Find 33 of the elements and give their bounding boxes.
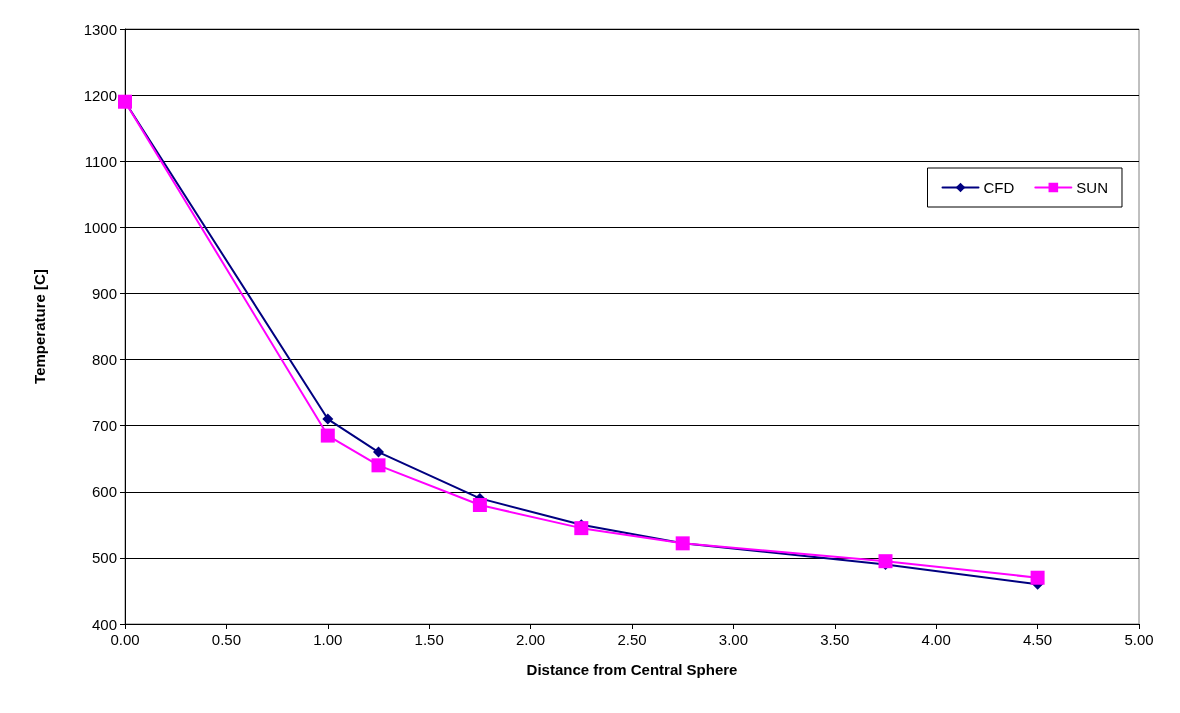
x-tick-label: 2.00 [516,631,546,648]
x-tick-label: 2.50 [617,631,647,648]
point [371,458,386,473]
legend-label: SUN [1076,179,1108,196]
y-tick-label: 1100 [84,152,117,170]
legend-label: CFD [983,179,1015,196]
point [373,446,384,458]
point [878,554,893,569]
y-tick-label: 900 [91,284,117,302]
y-tick-label: 1000 [83,218,117,236]
point [320,428,335,443]
x-tick-label: 1.50 [414,631,444,648]
x-tick-label: 1.00 [313,631,343,648]
point [574,521,589,536]
x-axis-title: Distance from Central Sphere [526,661,738,678]
y-axis-title: Temperature [C] [31,269,48,384]
point [322,413,334,425]
x-tick-label: 5.00 [1124,631,1154,648]
y-tick-label: 800 [91,351,117,369]
y-tick-label: 600 [91,483,117,501]
x-tick-label: 4.50 [1023,631,1053,648]
x-tick-label: 3.00 [718,631,748,648]
x-tick-label: 4.00 [921,631,951,648]
x-tick-label: 3.50 [820,631,850,648]
x-tick-label: 0.50 [211,631,241,648]
y-tick-label: 1200 [83,86,117,104]
point [1030,570,1045,585]
point [472,498,487,512]
x-tick-label: 0.00 [110,631,140,648]
y-tick-label: 1300 [83,20,117,38]
y-tick-label: 500 [91,549,117,567]
y-tick-label: 400 [91,615,117,633]
y-tick-label: 700 [91,417,117,435]
